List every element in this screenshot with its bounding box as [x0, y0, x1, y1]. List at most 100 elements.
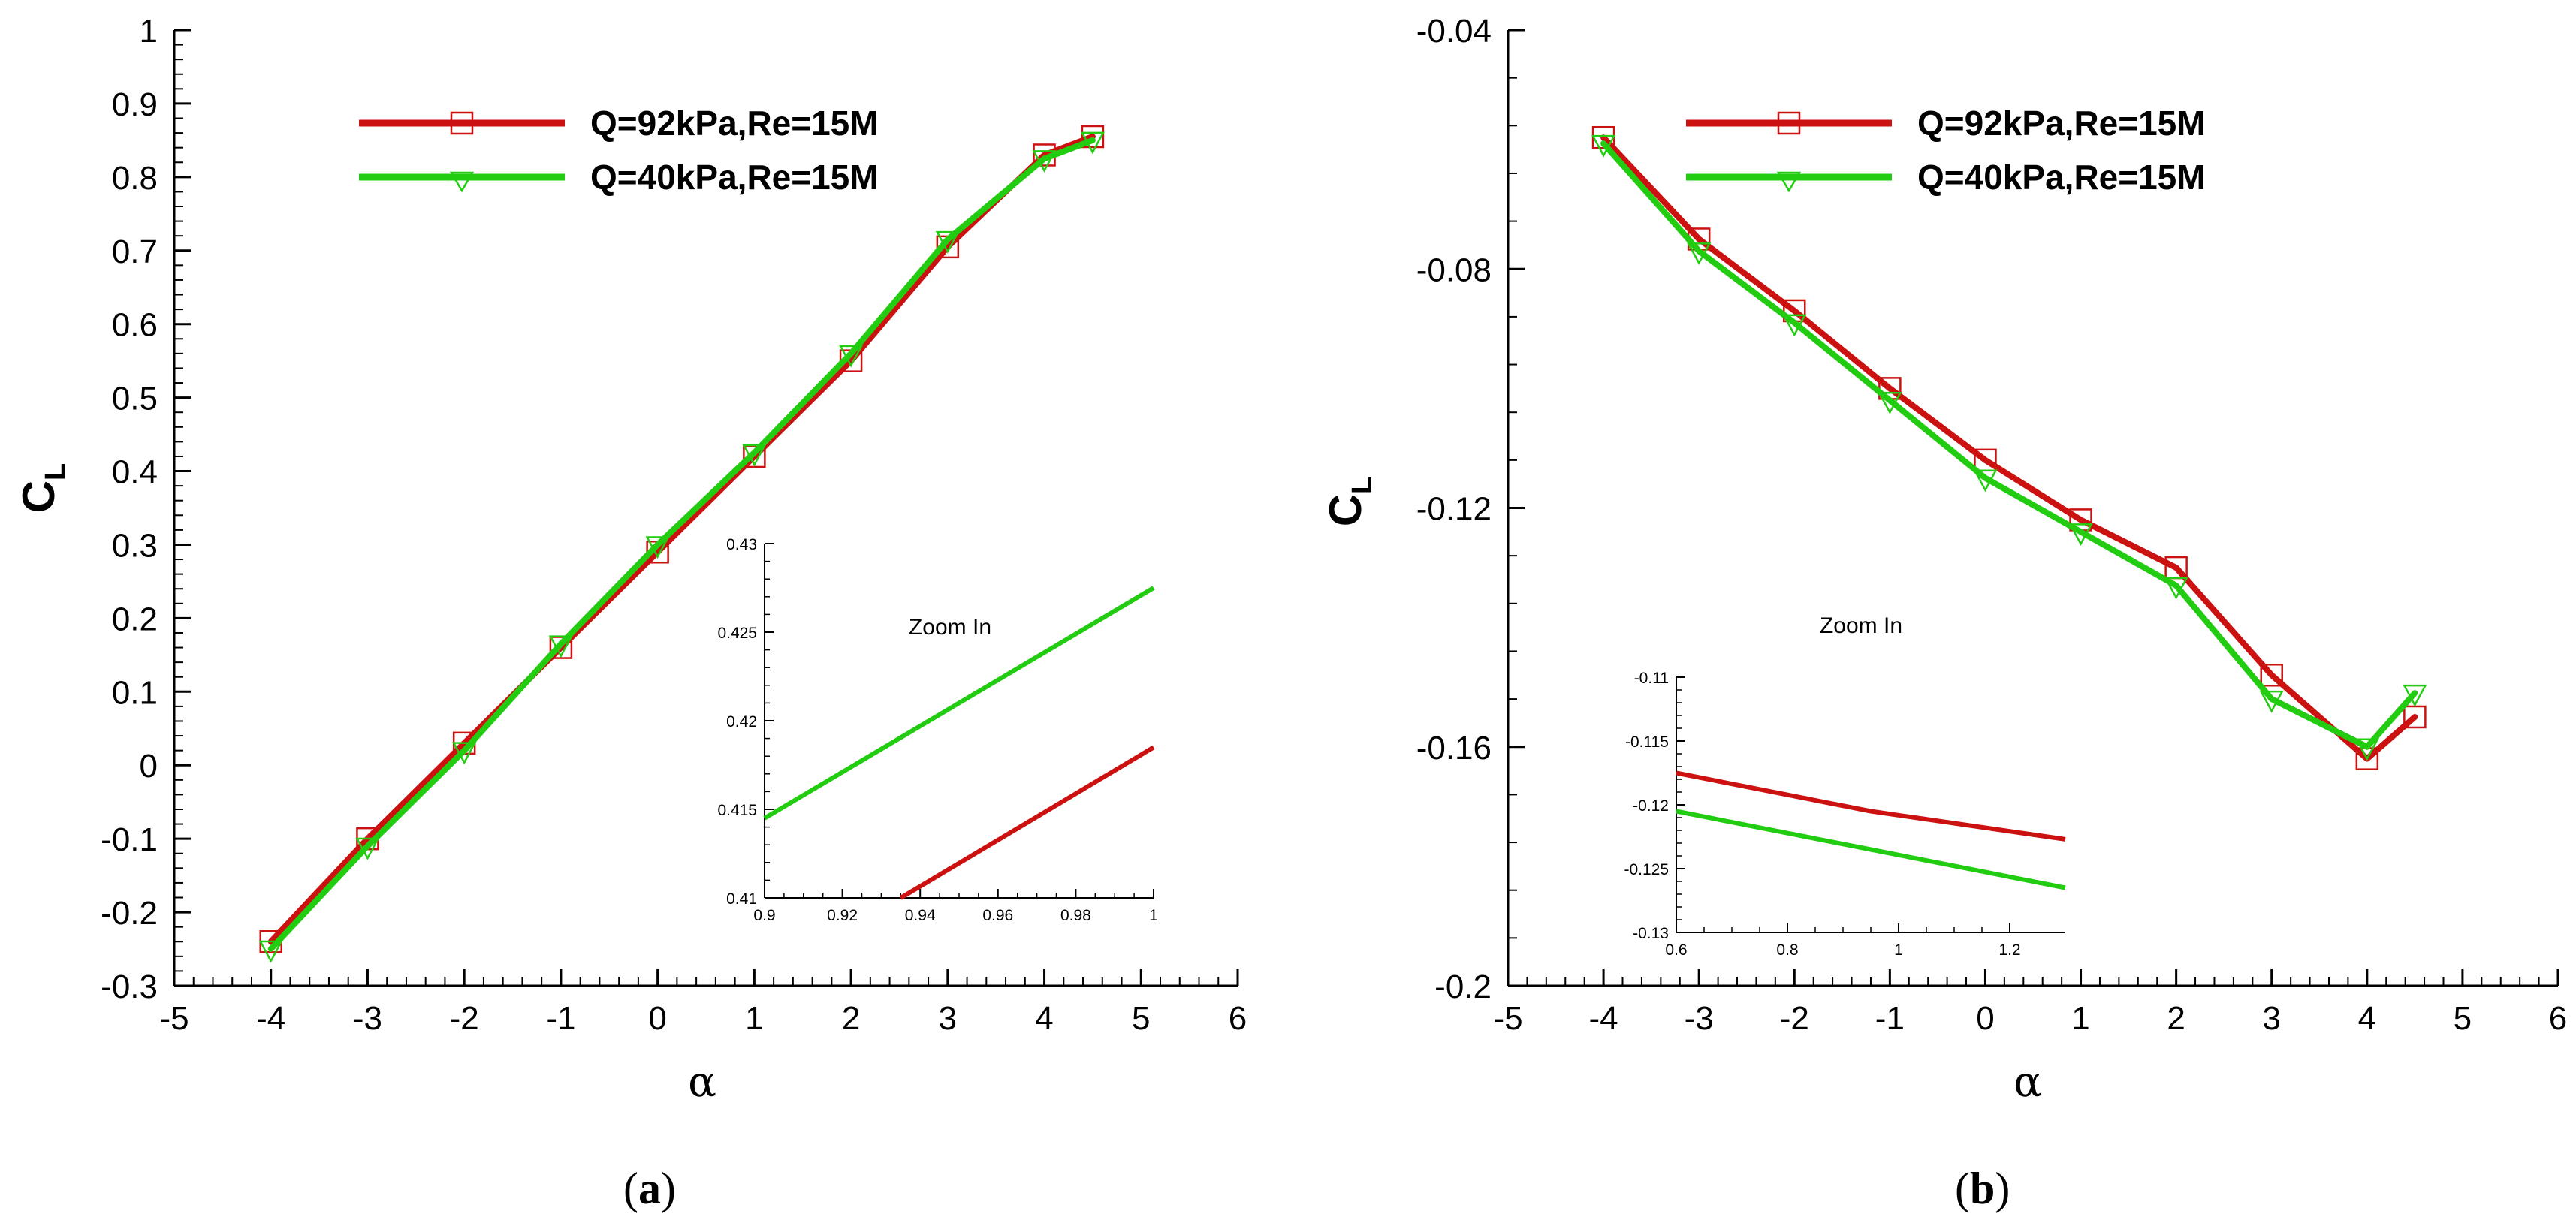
y-tick-label: 0.6 [112, 307, 158, 344]
y-axis-title-subscript: L [40, 463, 71, 480]
data-point-triangle [935, 230, 960, 254]
inset-x-tick-label: 1.2 [1998, 941, 2020, 959]
data-point-triangle [355, 837, 380, 860]
x-tick-label: -2 [1780, 1000, 1809, 1037]
x-tick-label: 0 [1976, 1000, 1994, 1037]
x-tick-label: -5 [159, 1000, 189, 1037]
x-tick-label: 0 [648, 1000, 666, 1037]
y-tick-label: 0.4 [112, 454, 158, 491]
y-tick-label: -0.04 [1416, 13, 1492, 50]
y-tick-label: -0.12 [1416, 491, 1492, 528]
inset-x-tick-label: 1 [1149, 907, 1158, 924]
y-tick-label: 0.3 [112, 527, 158, 564]
inset-y-tick-label: 0.415 [717, 802, 757, 819]
caption-open-paren: ( [1955, 1164, 1970, 1213]
y-tick-label: 0.1 [112, 674, 158, 711]
legend-label-2: Q=40kPa,Re=15M [590, 158, 879, 197]
inset-y-tick-label: 0.41 [726, 890, 757, 908]
inset-x-tick-label: 0.8 [1776, 941, 1798, 959]
legend-marker-triangle [449, 171, 475, 193]
inset-x-tick-label: 1 [1894, 941, 1903, 959]
inset-x-tick-label: 0.6 [1665, 941, 1687, 959]
y-tick-label: 0.5 [112, 381, 158, 417]
y-tick-label: 0.9 [112, 86, 158, 123]
inset-y-tick-label: -0.12 [1633, 797, 1669, 815]
legend-label-2: Q=40kPa,Re=15M [1917, 158, 2206, 197]
inset-series-line-2 [763, 586, 1155, 821]
y-tick-label: -0.1 [101, 821, 158, 858]
panel-b: -5 -4 -3 -2 -1 0 1 2 3 4 5 6 -0.2 -0.16 -0.12 -0.08 -0.0… [1320, 13, 2567, 1213]
legend-marker-square [1777, 111, 1801, 135]
inset-y-tick-label: -0.13 [1633, 925, 1669, 942]
data-point-triangle [2354, 738, 2379, 761]
data-point-triangle [645, 536, 670, 559]
inset-title: Zoom In [1820, 613, 1902, 638]
caption-letter: b [1970, 1164, 1995, 1213]
x-tick-label: 1 [2071, 1000, 2089, 1037]
legend-marker-square [450, 111, 474, 135]
inset-y-tick-label: -0.115 [1625, 733, 1669, 751]
data-point-triangle [2068, 523, 2093, 546]
x-axis-title: α [688, 1058, 716, 1107]
x-tick-label: 6 [1229, 1000, 1247, 1037]
y-axis-title-main: C [1320, 494, 1371, 526]
x-tick-label: -5 [1493, 1000, 1522, 1037]
data-point-triangle [548, 635, 574, 658]
data-point-triangle [2259, 690, 2284, 713]
x-tick-label: 5 [1132, 1000, 1150, 1037]
x-tick-label: 3 [2262, 1000, 2280, 1037]
x-tick-label: 6 [2549, 1000, 2567, 1037]
y-axis-title-main: C [14, 480, 64, 513]
y-tick-label: -0.16 [1416, 730, 1492, 767]
series-line-2 [1600, 140, 2418, 750]
y-tick-label: 0.7 [112, 233, 158, 270]
data-point-triangle [2164, 577, 2188, 600]
data-point-triangle [1782, 314, 1807, 337]
data-point-triangle [1687, 242, 1712, 266]
y-tick-label: -0.3 [101, 968, 158, 1005]
data-point-square [2260, 664, 2283, 687]
y-tick-label: -0.2 [1434, 968, 1492, 1005]
data-point-triangle [1878, 392, 1902, 414]
y-tick-label: 0.2 [112, 601, 158, 637]
y-tick-label: -0.2 [101, 895, 158, 932]
data-point-triangle [452, 742, 477, 765]
data-point-triangle [838, 345, 864, 368]
inset-title: Zoom In [909, 615, 991, 640]
x-axis-title: α [2013, 1058, 2042, 1107]
inset-x-tick-label: 0.98 [1060, 907, 1091, 924]
legend-marker-triangle [1776, 171, 1802, 193]
caption-open-paren: ( [623, 1164, 638, 1213]
panel-a: -5 -4 -3 -2 -1 0 1 2 3 4 5 6 -0.3 -0.2 -0.1 0 0.1 0.2 0.3 0… [14, 13, 1247, 1213]
zoom-inset: Zoom In 0.9 0.92 0.94 0.96 0.98 1 0.41 0.415 0.42… [717, 536, 1157, 924]
inset-y-tick-label: -0.11 [1634, 670, 1669, 687]
inset-x-tick-label: 0.92 [827, 907, 858, 924]
x-tick-label: -1 [546, 1000, 575, 1037]
data-point-square [1081, 125, 1105, 149]
x-tick-label: -4 [256, 1000, 285, 1037]
inset-y-tick-label: -0.125 [1624, 861, 1669, 878]
inset-x-tick-label: 0.94 [905, 907, 936, 924]
x-tick-label: -2 [450, 1000, 479, 1037]
inset-series-line-1 [899, 745, 1155, 900]
caption-close-paren: ) [661, 1164, 676, 1213]
y-tick-label: 0 [140, 748, 158, 785]
x-tick-label: 3 [939, 1000, 957, 1037]
series-line-1 [1600, 134, 2418, 762]
y-axis-title: CL [1320, 477, 1378, 527]
zoom-inset: Zoom In 0.6 0.8 1 1.2 -0.13 -0.125 -0.12 -0.115 -… [1624, 613, 2066, 959]
legend-label-1: Q=92kPa,Re=15M [590, 104, 879, 143]
inset-series-line-2 [1676, 809, 2066, 890]
y-axis-title-subscript: L [1347, 477, 1378, 494]
inset-x-tick-label: 0.96 [982, 907, 1013, 924]
data-point-triangle [1973, 469, 1998, 493]
x-tick-label: -1 [1875, 1000, 1905, 1037]
x-tick-label: 1 [745, 1000, 763, 1037]
x-tick-label: -4 [1589, 1000, 1618, 1037]
caption-close-paren: ) [1995, 1164, 2010, 1213]
inset-series-line-1 [1676, 770, 2066, 842]
y-tick-label: 0.8 [112, 160, 158, 197]
data-point-triangle [258, 940, 283, 963]
caption-letter: a [638, 1164, 661, 1213]
